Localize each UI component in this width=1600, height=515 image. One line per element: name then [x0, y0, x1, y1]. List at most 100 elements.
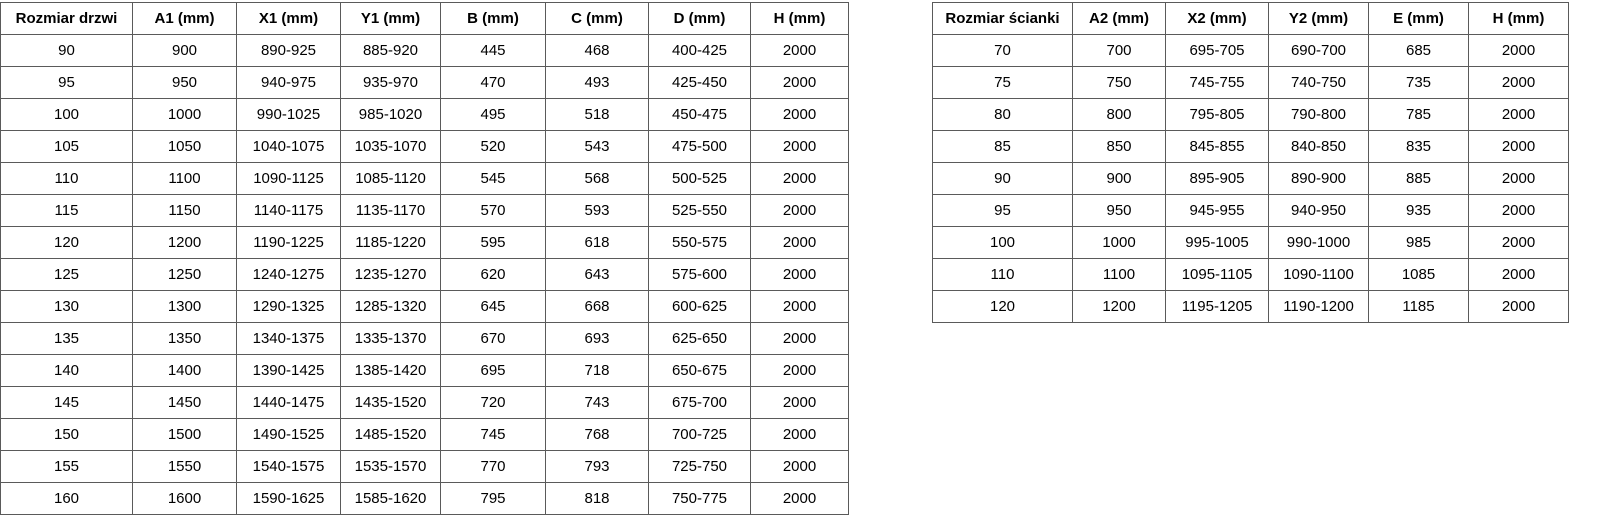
cell-rozmiar-drzwi: 140 — [0, 354, 133, 387]
cell-h: 2000 — [750, 98, 849, 131]
cell-a1: 1100 — [132, 162, 237, 195]
cell-x1: 1390-1425 — [236, 354, 341, 387]
cell-x1: 990-1025 — [236, 98, 341, 131]
column-header-a1: A1 (mm) — [132, 2, 237, 35]
cell-x1: 890-925 — [236, 34, 341, 67]
cell-e: 835 — [1368, 130, 1469, 163]
cell-rozmiar-drzwi: 130 — [0, 290, 133, 323]
cell-y2: 840-850 — [1268, 130, 1369, 163]
cell-c: 493 — [545, 66, 649, 99]
table-row: 90 900 895-905 890-900 885 2000 — [932, 162, 1569, 195]
cell-c: 768 — [545, 418, 649, 451]
cell-y1: 1185-1220 — [340, 226, 441, 259]
cell-c: 668 — [545, 290, 649, 323]
cell-d: 650-675 — [648, 354, 751, 387]
cell-c: 593 — [545, 194, 649, 227]
table-row: 100 1000 995-1005 990-1000 985 2000 — [932, 226, 1569, 259]
column-header-y1: Y1 (mm) — [340, 2, 441, 35]
cell-c: 468 — [545, 34, 649, 67]
cell-x1: 1290-1325 — [236, 290, 341, 323]
table-row: 100 1000 990-1025 985-1020 495 518 450-475 2000 — [0, 98, 849, 131]
table-row: 80 800 795-805 790-800 785 2000 — [932, 98, 1569, 131]
cell-a2: 700 — [1072, 34, 1166, 67]
cell-rozmiar-drzwi: 160 — [0, 482, 133, 515]
cell-a1: 1450 — [132, 386, 237, 419]
cell-d: 425-450 — [648, 66, 751, 99]
cell-rozmiar-scianki: 120 — [932, 290, 1073, 323]
cell-h: 2000 — [750, 194, 849, 227]
cell-b: 670 — [440, 322, 546, 355]
cell-y2: 690-700 — [1268, 34, 1369, 67]
cell-h: 2000 — [1468, 226, 1569, 259]
cell-y2: 790-800 — [1268, 98, 1369, 131]
cell-x2: 995-1005 — [1165, 226, 1269, 259]
cell-rozmiar-scianki: 110 — [932, 258, 1073, 291]
cell-y1: 1535-1570 — [340, 450, 441, 483]
cell-e: 985 — [1368, 226, 1469, 259]
cell-h: 2000 — [1468, 258, 1569, 291]
cell-rozmiar-drzwi: 150 — [0, 418, 133, 451]
column-header-y2: Y2 (mm) — [1268, 2, 1369, 35]
cell-rozmiar-scianki: 85 — [932, 130, 1073, 163]
table-row: 150 1500 1490-1525 1485-1520 745 768 700-725 20… — [0, 418, 849, 451]
table-header-row: Rozmiar ścianki A2 (mm) X2 (mm) Y2 (mm) … — [932, 2, 1569, 35]
cell-d: 450-475 — [648, 98, 751, 131]
cell-b: 745 — [440, 418, 546, 451]
table-row: 110 1100 1095-1105 1090-1100 1085 2000 — [932, 258, 1569, 291]
cell-b: 570 — [440, 194, 546, 227]
cell-rozmiar-drzwi: 120 — [0, 226, 133, 259]
cell-e: 785 — [1368, 98, 1469, 131]
cell-x1: 1240-1275 — [236, 258, 341, 291]
cell-h: 2000 — [1468, 98, 1569, 131]
cell-x1: 1490-1525 — [236, 418, 341, 451]
cell-rozmiar-drzwi: 155 — [0, 450, 133, 483]
cell-y1: 935-970 — [340, 66, 441, 99]
column-header-rozmiar-scianki: Rozmiar ścianki — [932, 2, 1073, 35]
cell-y1: 1085-1120 — [340, 162, 441, 195]
cell-h: 2000 — [750, 418, 849, 451]
cell-a1: 1250 — [132, 258, 237, 291]
table-row: 115 1150 1140-1175 1135-1170 570 593 525-550 20… — [0, 194, 849, 227]
cell-rozmiar-scianki: 100 — [932, 226, 1073, 259]
cell-c: 618 — [545, 226, 649, 259]
cell-a1: 1400 — [132, 354, 237, 387]
cell-h: 2000 — [750, 290, 849, 323]
table-row: 155 1550 1540-1575 1535-1570 770 793 725-750 20… — [0, 450, 849, 483]
cell-y2: 740-750 — [1268, 66, 1369, 99]
cell-rozmiar-drzwi: 110 — [0, 162, 133, 195]
cell-d: 550-575 — [648, 226, 751, 259]
cell-e: 685 — [1368, 34, 1469, 67]
cell-b: 445 — [440, 34, 546, 67]
table-row: 135 1350 1340-1375 1335-1370 670 693 625-650 20… — [0, 322, 849, 355]
column-header-c: C (mm) — [545, 2, 649, 35]
cell-e: 735 — [1368, 66, 1469, 99]
column-header-h: H (mm) — [1468, 2, 1569, 35]
table-row: 120 1200 1195-1205 1190-1200 1185 2000 — [932, 290, 1569, 323]
cell-b: 495 — [440, 98, 546, 131]
cell-c: 793 — [545, 450, 649, 483]
cell-d: 600-625 — [648, 290, 751, 323]
cell-b: 795 — [440, 482, 546, 515]
table-row: 95 950 945-955 940-950 935 2000 — [932, 194, 1569, 227]
cell-a2: 1100 — [1072, 258, 1166, 291]
door-dimensions-table: Rozmiar drzwi A1 (mm) X1 (mm) Y1 (mm) B … — [0, 2, 849, 515]
cell-c: 718 — [545, 354, 649, 387]
table-row: 140 1400 1390-1425 1385-1420 695 718 650-675 20… — [0, 354, 849, 387]
doors-table-header: Rozmiar drzwi A1 (mm) X1 (mm) Y1 (mm) B … — [0, 2, 849, 35]
column-header-e: E (mm) — [1368, 2, 1469, 35]
cell-b: 720 — [440, 386, 546, 419]
cell-b: 645 — [440, 290, 546, 323]
cell-y1: 1335-1370 — [340, 322, 441, 355]
cell-d: 475-500 — [648, 130, 751, 163]
cell-h: 2000 — [750, 34, 849, 67]
cell-rozmiar-scianki: 75 — [932, 66, 1073, 99]
cell-b: 595 — [440, 226, 546, 259]
cell-y2: 890-900 — [1268, 162, 1369, 195]
cell-d: 675-700 — [648, 386, 751, 419]
cell-d: 525-550 — [648, 194, 751, 227]
cell-x2: 1195-1205 — [1165, 290, 1269, 323]
cell-y1: 1485-1520 — [340, 418, 441, 451]
cell-d: 700-725 — [648, 418, 751, 451]
cell-a2: 850 — [1072, 130, 1166, 163]
cell-h: 2000 — [750, 162, 849, 195]
